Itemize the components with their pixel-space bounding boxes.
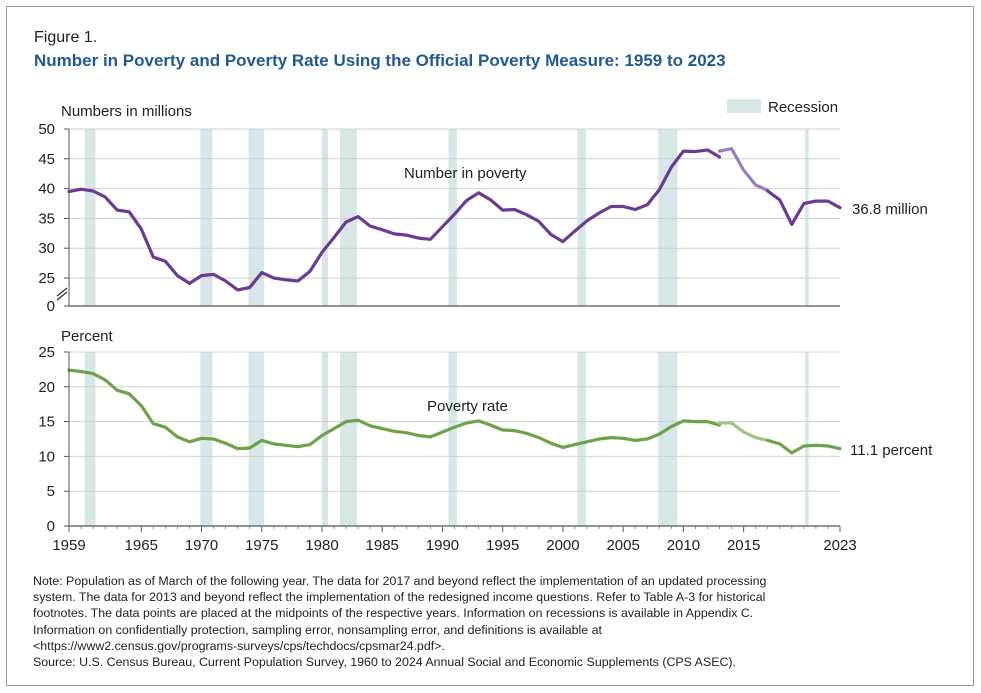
recession-band xyxy=(248,129,265,306)
x-tick-label: 2000 xyxy=(546,537,579,554)
y-axis-ticks: 0 25 30 35 40 45 50 xyxy=(38,121,69,315)
series-label: Number in poverty xyxy=(404,165,527,182)
figure-label: Figure 1. xyxy=(34,29,98,46)
x-tick-label: 1995 xyxy=(486,537,519,554)
end-value-label: 11.1 percent xyxy=(850,442,933,459)
gridlines xyxy=(69,128,840,307)
y-tick-label: 35 xyxy=(38,210,55,227)
series-line-solid xyxy=(766,438,842,455)
y-tick-label: 0 xyxy=(47,298,55,315)
recession-bands xyxy=(84,352,809,526)
x-tick-label: 1975 xyxy=(245,537,278,554)
y-axis-label: Percent xyxy=(61,328,114,345)
recession-band xyxy=(248,352,265,526)
recession-band xyxy=(340,352,357,526)
number-in-poverty-panel: 0 25 30 35 40 45 50 Numbers in millions Number… xyxy=(38,99,928,315)
source-line: Source: U.S. Census Bureau, Current Popu… xyxy=(33,655,736,670)
x-tick-label: 2005 xyxy=(606,537,639,554)
legend-swatch xyxy=(727,99,761,113)
series-label: Poverty rate xyxy=(427,398,508,415)
series-line-solid xyxy=(67,148,722,292)
recession-band xyxy=(577,129,586,306)
x-tick-label: 2023 xyxy=(823,537,856,554)
x-tick-label: 1985 xyxy=(366,537,399,554)
recession-band xyxy=(340,129,357,306)
number-series xyxy=(67,147,842,292)
legend-label: Recession xyxy=(768,99,838,116)
series-line-solid xyxy=(766,189,842,226)
recession-band xyxy=(658,352,678,526)
recession-band xyxy=(84,352,96,526)
x-tick-label: 1965 xyxy=(125,537,158,554)
x-tick-label: 1980 xyxy=(305,537,338,554)
y-tick-label: 25 xyxy=(38,344,55,361)
y-tick-label: 15 xyxy=(38,414,55,431)
axis-break-icon xyxy=(55,287,69,301)
y-tick-label: 5 xyxy=(47,483,55,500)
recession-band xyxy=(658,129,678,306)
x-tick-label: 1970 xyxy=(185,537,218,554)
y-axis-ticks: 0 5 10 15 20 25 xyxy=(38,344,69,535)
poverty-rate-panel: 0 5 10 15 20 25 Percent Poverty rate 11.1 per… xyxy=(38,328,933,535)
note-line: footnotes. The data points are placed at… xyxy=(33,606,754,621)
recession-band xyxy=(448,352,457,526)
y-axis-label: Numbers in millions xyxy=(61,103,192,120)
recession-band xyxy=(200,129,213,306)
end-value-label: 36.8 million xyxy=(852,201,928,218)
recession-band xyxy=(321,352,329,526)
y-tick-label: 0 xyxy=(47,518,55,535)
y-tick-label: 25 xyxy=(38,270,55,287)
note-line: Note: Population as of March of the foll… xyxy=(33,574,767,588)
x-tick-label: 2015 xyxy=(727,537,760,554)
chart-notes: Note: Population as of March of the foll… xyxy=(33,573,948,670)
recession-band xyxy=(321,129,329,306)
recession-band xyxy=(84,129,96,306)
y-tick-label: 20 xyxy=(38,379,55,396)
note-line: Information on confidentially protection… xyxy=(33,622,602,637)
figure-frame xyxy=(6,6,974,686)
series-line-light xyxy=(717,421,770,442)
x-tick-label: 2010 xyxy=(667,537,700,554)
recession-band xyxy=(577,352,586,526)
y-tick-label: 45 xyxy=(38,151,55,168)
series-line-light xyxy=(717,147,770,192)
rate-series xyxy=(67,368,842,455)
x-tick-label: 1959 xyxy=(52,537,85,554)
recession-band xyxy=(805,352,809,526)
x-tick-label: 1990 xyxy=(426,537,459,554)
y-tick-label: 50 xyxy=(38,121,55,138)
series-line-solid xyxy=(67,368,722,451)
x-axis: 1959 1965 1970 1975 1980 1985 1990 1995 2000 2005… xyxy=(52,129,857,554)
note-line: system. The data for 2013 and beyond ref… xyxy=(33,590,766,605)
y-tick-label: 30 xyxy=(38,240,55,257)
y-tick-label: 40 xyxy=(38,181,55,198)
y-tick-label: 10 xyxy=(38,448,55,465)
figure-title: Number in Poverty and Poverty Rate Using… xyxy=(34,51,726,70)
recession-band xyxy=(805,129,809,306)
note-line: <https://www2.census.gov/programs-survey… xyxy=(33,638,445,653)
